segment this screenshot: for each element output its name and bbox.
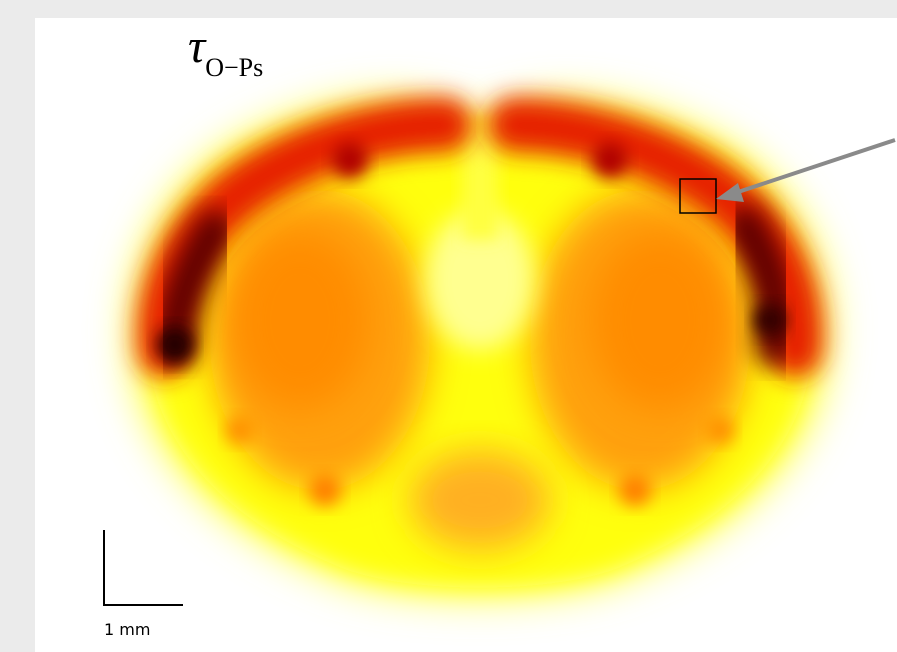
label-subscript: O−Ps <box>205 53 263 82</box>
scale-bar-label: 1 mm <box>104 620 150 639</box>
page: τO−Ps 1 mm (() => { const data = JSON.pa… <box>0 0 897 652</box>
figure: τO−Ps 1 mm <box>0 0 897 652</box>
label-symbol: τ <box>188 20 207 73</box>
